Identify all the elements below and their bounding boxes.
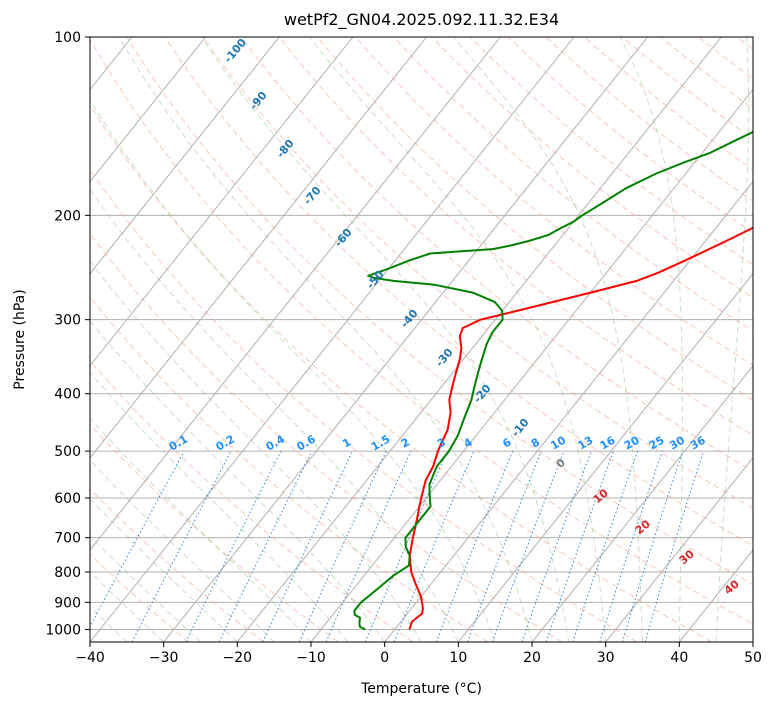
x-tick-label: −10 bbox=[296, 650, 326, 666]
moist-adiabat bbox=[90, 188, 459, 642]
dry-adiabat bbox=[90, 38, 753, 625]
dry-adiabat bbox=[90, 296, 488, 642]
dry-adiabat bbox=[240, 37, 753, 472]
mixing-ratio-line bbox=[545, 450, 614, 642]
isotherm-line bbox=[90, 37, 501, 551]
mixing-ratio-line bbox=[599, 450, 663, 642]
x-axis-label: Temperature (°C) bbox=[360, 681, 482, 697]
isotherm-line bbox=[236, 37, 722, 642]
x-tick-label: 0 bbox=[380, 650, 389, 666]
plot-area: 0.1 0.2 0.4 0.6 1 1.5 2 3 4 6 8 10 13 16 20 25 30 36-100-… bbox=[90, 37, 753, 642]
moist-adiabat bbox=[118, 37, 533, 642]
dry-adiabat bbox=[507, 37, 753, 234]
isotherm-line bbox=[163, 37, 649, 642]
mixing-ratio-line bbox=[644, 450, 705, 642]
dry-adiabat bbox=[90, 232, 563, 642]
y-tick-label: 500 bbox=[54, 444, 81, 460]
dry-adiabat bbox=[126, 37, 753, 586]
mixing-ratio-line bbox=[298, 450, 387, 642]
moist-adiabat bbox=[619, 37, 683, 642]
y-tick-label: 100 bbox=[54, 30, 81, 46]
dry-adiabat bbox=[355, 37, 753, 366]
dry-adiabat bbox=[317, 37, 753, 401]
dry-adiabat bbox=[202, 37, 753, 509]
adiabat-lines bbox=[90, 37, 753, 642]
y-axis: 1000 900 800 700 600 500 400 300 200 100 bbox=[45, 30, 90, 638]
isotherm-line bbox=[90, 37, 207, 183]
x-tick-label: 10 bbox=[449, 650, 467, 666]
chart-title: wetPf2_GN04.2025.092.11.32.E34 bbox=[284, 10, 559, 30]
dry-adiabat bbox=[431, 37, 753, 299]
profile-series bbox=[353, 130, 753, 631]
y-tick-label: 300 bbox=[54, 313, 81, 329]
moist-adiabat bbox=[90, 535, 201, 642]
mixing-ratio-line bbox=[325, 450, 412, 642]
dewpoint-profile-line bbox=[353, 130, 753, 631]
y-axis-label: Pressure (hPa) bbox=[12, 289, 28, 389]
mixing-ratio-line bbox=[521, 450, 592, 642]
isotherm-line bbox=[384, 180, 753, 642]
moist-adiabat bbox=[90, 371, 349, 642]
grid-lines bbox=[90, 37, 753, 642]
x-tick-label: −40 bbox=[75, 650, 105, 666]
moist-adiabat bbox=[90, 459, 275, 642]
dry-adiabat bbox=[469, 37, 753, 266]
moist-adiabat bbox=[90, 260, 422, 642]
mixing-ratio-line bbox=[218, 450, 313, 642]
moist-adiabat bbox=[453, 37, 643, 642]
isotherm-line bbox=[90, 37, 428, 459]
dry-adiabat bbox=[90, 104, 712, 642]
y-tick-label: 200 bbox=[54, 208, 81, 224]
y-tick-label: 900 bbox=[54, 595, 81, 611]
mixing-ratio-line bbox=[393, 450, 475, 642]
x-axis: −40 −30 −20 −10 0 10 20 30 40 50 bbox=[75, 642, 762, 666]
x-tick-label: 20 bbox=[523, 650, 541, 666]
moist-adiabat bbox=[90, 571, 165, 642]
isotherm-line bbox=[90, 37, 354, 367]
isotherm-line bbox=[457, 272, 753, 642]
mixing-ratio-lines bbox=[90, 450, 705, 642]
y-tick-label: 600 bbox=[54, 491, 81, 507]
moist-adiabat bbox=[90, 99, 496, 642]
plot-frame bbox=[89, 36, 754, 643]
mixing-ratio-line bbox=[262, 450, 353, 642]
dry-adiabat bbox=[278, 37, 753, 436]
x-tick-label: 50 bbox=[744, 650, 762, 666]
y-tick-label: 700 bbox=[54, 531, 81, 547]
moist-adiabat bbox=[90, 498, 238, 642]
y-tick-label: 1000 bbox=[45, 622, 81, 638]
isotherm-line bbox=[531, 364, 753, 642]
isotherm-line bbox=[90, 37, 280, 275]
x-tick-label: −20 bbox=[223, 650, 253, 666]
moist-adiabat bbox=[90, 319, 386, 642]
y-tick-label: 400 bbox=[54, 387, 81, 403]
dry-adiabat bbox=[90, 423, 339, 642]
mixing-ratio-line bbox=[364, 450, 448, 642]
moist-adiabat bbox=[309, 37, 607, 642]
x-tick-label: −30 bbox=[149, 650, 179, 666]
mixing-ratio-line bbox=[572, 450, 639, 642]
mixing-ratio-line bbox=[621, 450, 684, 642]
moist-adiabat bbox=[90, 417, 312, 642]
isotherm-line bbox=[605, 457, 753, 642]
y-tick-label: 800 bbox=[54, 565, 81, 581]
isotherm-line bbox=[90, 37, 575, 642]
moist-adiabat bbox=[715, 37, 750, 642]
x-tick-label: 40 bbox=[670, 650, 688, 666]
mixing-ratio-line bbox=[90, 450, 185, 628]
x-tick-label: 30 bbox=[597, 650, 615, 666]
